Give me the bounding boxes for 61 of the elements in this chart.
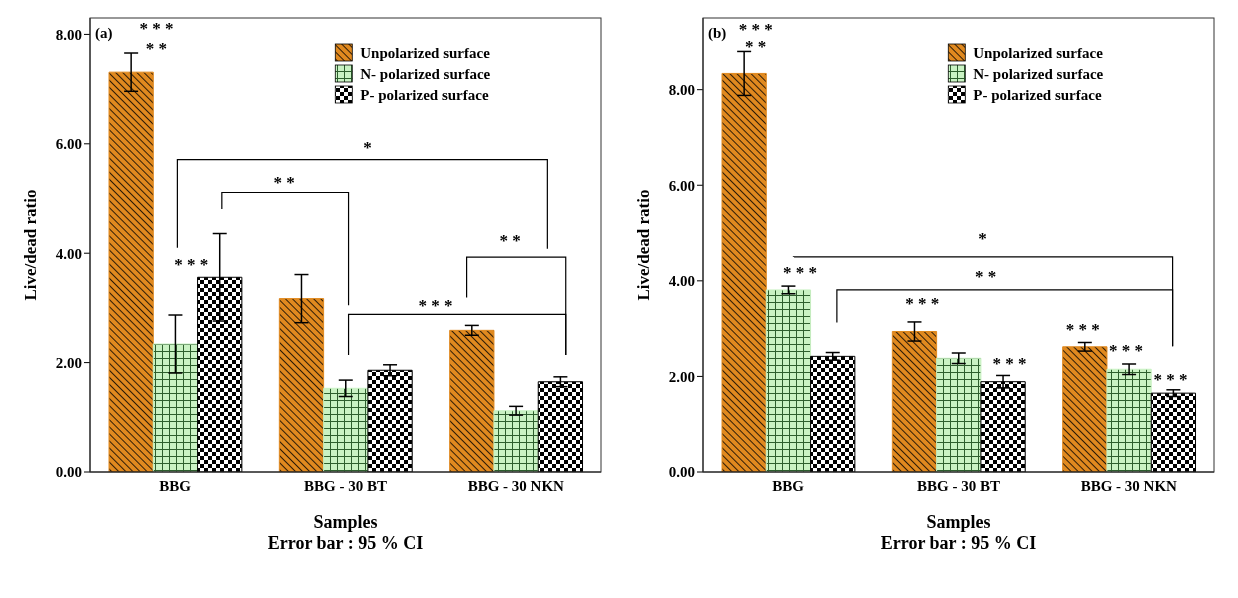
y-tick-label: 4.00 (668, 273, 695, 290)
x-tick-label: BBG (159, 477, 192, 494)
text: Error bar : 95 % CI (266, 533, 425, 554)
annotation: * * * (905, 294, 940, 314)
bar (936, 357, 982, 472)
bar (810, 355, 856, 472)
legend-label: N- polarized surface (360, 66, 491, 82)
y-tick-label: 0.00 (668, 464, 695, 481)
annotation: * * (499, 230, 521, 250)
annotation: * * * (783, 262, 818, 282)
annotation: * * (273, 173, 295, 193)
annotation: * * (145, 38, 168, 58)
legend-label: N- polarized surface (973, 66, 1104, 82)
bar (721, 72, 767, 472)
annotation: * * (745, 37, 767, 57)
legend-label: Unpolarized surface (973, 45, 1104, 61)
annotation: * * (974, 267, 997, 287)
text: (b) (708, 25, 727, 42)
x-axis-title: Samples (312, 512, 379, 533)
x-tick-label: BBG - 30 BT (917, 477, 1000, 494)
x-tick-label: BBG (772, 477, 805, 494)
annotation: * (363, 138, 372, 158)
text: Error bar : 95 % CI (879, 533, 1038, 554)
y-tick-label: 8.00 (668, 82, 695, 99)
y-tick-label: 6.00 (668, 177, 695, 194)
annotation: * * * (1153, 369, 1188, 389)
bar (537, 381, 584, 472)
y-axis-title: Live/dead ratio (634, 189, 654, 301)
annotation: * * * (139, 19, 174, 39)
y-tick-label: 2.00 (668, 368, 695, 385)
annotation: * * * (1065, 320, 1100, 340)
bar (493, 410, 539, 472)
bar (108, 71, 154, 472)
y-tick-label: 6.00 (55, 136, 82, 153)
legend-label: P- polarized surface (360, 87, 489, 103)
bar (1106, 368, 1152, 472)
bar (765, 289, 812, 472)
annotation: * * * (992, 353, 1027, 373)
bar (152, 343, 199, 472)
y-tick-label: 8.00 (55, 26, 82, 43)
x-axis-title: Samples (925, 512, 992, 533)
x-tick-label: BBG - 30 NKN (467, 477, 565, 494)
y-tick-label: 2.00 (55, 354, 82, 371)
y-axis-title: Live/dead ratio (21, 189, 41, 301)
annotation: * * * (174, 254, 209, 274)
bar (1150, 392, 1197, 472)
chart-title: (a) (95, 25, 113, 42)
bar (323, 387, 369, 472)
annotation: * * * (738, 20, 773, 40)
annotation: * * * (1109, 340, 1144, 360)
x-tick-label: BBG - 30 NKN (1080, 477, 1178, 494)
y-tick-label: 0.00 (55, 464, 82, 481)
legend-label: P- polarized surface (973, 87, 1102, 103)
bar (1062, 346, 1108, 472)
y-tick-label: 4.00 (55, 245, 82, 262)
annotation: * (978, 229, 987, 249)
annotation: * * * (418, 295, 453, 315)
legend-label: Unpolarized surface (360, 45, 491, 61)
bar (367, 369, 413, 472)
x-tick-label: BBG - 30 BT (304, 477, 387, 494)
bar (891, 331, 938, 472)
